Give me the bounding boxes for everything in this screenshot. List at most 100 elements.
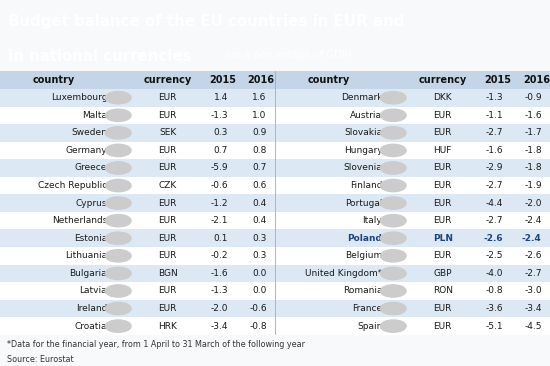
Text: EUR: EUR [158,199,177,208]
Circle shape [106,302,131,315]
Text: EUR: EUR [433,128,452,137]
Text: 0.4: 0.4 [252,199,267,208]
Text: Latvia: Latvia [80,287,107,295]
Text: Belgium: Belgium [345,251,382,260]
FancyBboxPatch shape [0,229,275,247]
Text: 2016: 2016 [248,75,275,85]
FancyBboxPatch shape [275,265,550,282]
FancyBboxPatch shape [0,142,275,159]
FancyBboxPatch shape [275,71,550,89]
Text: GBP: GBP [433,269,452,278]
Text: -0.2: -0.2 [211,251,228,260]
Circle shape [381,214,406,227]
Circle shape [381,250,406,262]
Text: 2015: 2015 [484,75,512,85]
Text: HRK: HRK [158,322,177,330]
Text: Lithuania: Lithuania [65,251,107,260]
Text: CZK: CZK [158,181,177,190]
Text: Source: Eurostat: Source: Eurostat [7,355,73,364]
Circle shape [381,197,406,209]
Text: Italy: Italy [362,216,382,225]
Circle shape [381,179,406,192]
Text: -2.4: -2.4 [524,216,542,225]
Text: EUR: EUR [158,216,177,225]
Circle shape [381,320,406,332]
Circle shape [106,197,131,209]
Text: -0.6: -0.6 [249,304,267,313]
FancyBboxPatch shape [275,89,550,107]
Text: -1.9: -1.9 [524,181,542,190]
Text: -1.6: -1.6 [486,146,503,155]
Text: -2.9: -2.9 [486,164,503,172]
Circle shape [381,232,406,244]
Text: 0.0: 0.0 [252,269,267,278]
Text: 0.4: 0.4 [252,216,267,225]
Circle shape [381,92,406,104]
Text: EUR: EUR [158,251,177,260]
Text: 0.7: 0.7 [214,146,228,155]
FancyBboxPatch shape [275,212,550,229]
FancyBboxPatch shape [0,124,275,142]
Text: EUR: EUR [433,181,452,190]
Text: -1.8: -1.8 [524,146,542,155]
Text: Denmark: Denmark [341,93,382,102]
Text: United Kingdom*: United Kingdom* [305,269,382,278]
Text: Czech Republic: Czech Republic [38,181,107,190]
Text: Sweden: Sweden [72,128,107,137]
Text: 2016: 2016 [522,75,550,85]
Text: -1.8: -1.8 [524,164,542,172]
Text: DKK: DKK [433,93,452,102]
Text: 0.3: 0.3 [252,251,267,260]
Text: Greece: Greece [75,164,107,172]
Text: -2.7: -2.7 [524,269,542,278]
Text: -1.3: -1.3 [211,287,228,295]
FancyBboxPatch shape [0,212,275,229]
Text: currency: currency [144,75,192,85]
FancyBboxPatch shape [275,142,550,159]
Text: EUR: EUR [158,146,177,155]
Text: 0.3: 0.3 [252,234,267,243]
Text: EUR: EUR [433,199,452,208]
Text: EUR: EUR [433,304,452,313]
Circle shape [381,302,406,315]
Text: 1.0: 1.0 [252,111,267,120]
Text: EUR: EUR [433,111,452,120]
FancyBboxPatch shape [275,177,550,194]
FancyBboxPatch shape [0,282,275,300]
FancyBboxPatch shape [275,159,550,177]
Text: BGN: BGN [158,269,178,278]
Text: Ireland: Ireland [76,304,107,313]
FancyBboxPatch shape [275,317,550,335]
Text: SEK: SEK [159,128,177,137]
Text: -2.1: -2.1 [211,216,228,225]
Circle shape [106,285,131,297]
Text: PLN: PLN [433,234,453,243]
Text: France: France [352,304,382,313]
Text: Finland: Finland [350,181,382,190]
Text: -0.9: -0.9 [524,93,542,102]
Text: EUR: EUR [158,304,177,313]
Text: Austria: Austria [350,111,382,120]
Text: -5.1: -5.1 [486,322,503,330]
Text: -1.6: -1.6 [211,269,228,278]
Circle shape [106,250,131,262]
Circle shape [106,162,131,174]
Text: Romania: Romania [343,287,382,295]
FancyBboxPatch shape [0,265,275,282]
Text: 0.7: 0.7 [252,164,267,172]
Text: -5.9: -5.9 [211,164,228,172]
Text: Poland: Poland [348,234,382,243]
FancyBboxPatch shape [0,107,275,124]
FancyBboxPatch shape [0,71,275,89]
Text: Slovakia: Slovakia [344,128,382,137]
FancyBboxPatch shape [275,229,550,247]
Text: -3.6: -3.6 [486,304,503,313]
Circle shape [381,285,406,297]
Text: -1.2: -1.2 [211,199,228,208]
Circle shape [106,267,131,280]
Circle shape [106,109,131,122]
Text: -1.7: -1.7 [524,128,542,137]
Text: (as a percentage of GDP): (as a percentage of GDP) [223,50,351,60]
Text: -1.6: -1.6 [524,111,542,120]
Text: -3.0: -3.0 [524,287,542,295]
